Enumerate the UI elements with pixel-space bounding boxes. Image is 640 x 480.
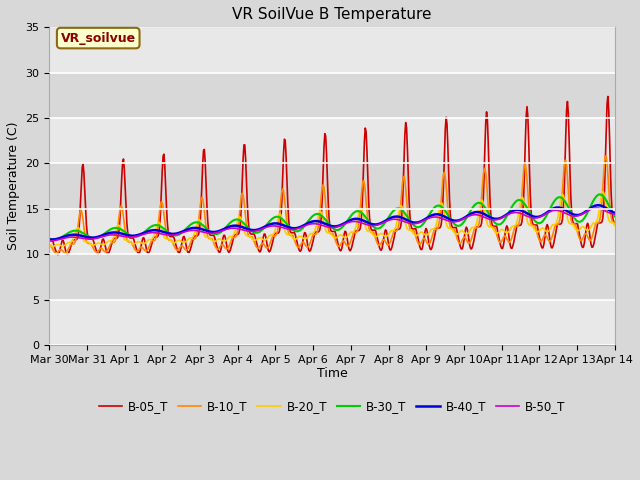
Bar [49, 300, 614, 345]
Bar [49, 27, 614, 72]
Bar [49, 72, 614, 118]
Line: B-20_T: B-20_T [49, 192, 614, 246]
Title: VR SoilVue B Temperature: VR SoilVue B Temperature [232, 7, 432, 22]
Bar [49, 209, 614, 254]
Y-axis label: Soil Temperature (C): Soil Temperature (C) [7, 122, 20, 251]
Line: B-05_T: B-05_T [49, 96, 614, 254]
X-axis label: Time: Time [317, 368, 348, 381]
Line: B-40_T: B-40_T [49, 205, 614, 240]
Bar [49, 163, 614, 209]
Legend: B-05_T, B-10_T, B-20_T, B-30_T, B-40_T, B-50_T: B-05_T, B-10_T, B-20_T, B-30_T, B-40_T, … [94, 396, 570, 418]
Text: VR_soilvue: VR_soilvue [61, 32, 136, 45]
Bar [49, 254, 614, 300]
Bar [49, 118, 614, 163]
Line: B-30_T: B-30_T [49, 194, 614, 240]
Line: B-10_T: B-10_T [49, 156, 614, 253]
Line: B-50_T: B-50_T [49, 208, 614, 241]
